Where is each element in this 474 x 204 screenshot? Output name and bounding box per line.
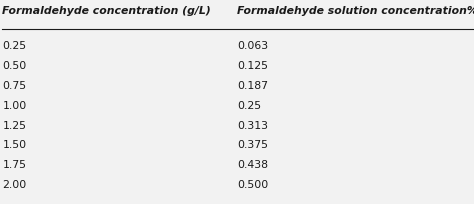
- Text: 0.313: 0.313: [237, 120, 268, 130]
- Text: 2.00: 2.00: [2, 179, 27, 189]
- Text: 1.25: 1.25: [2, 120, 27, 130]
- Text: 0.375: 0.375: [237, 140, 268, 150]
- Text: 0.187: 0.187: [237, 80, 268, 90]
- Text: 0.500: 0.500: [237, 179, 268, 189]
- Text: 1.00: 1.00: [2, 100, 27, 110]
- Text: Formaldehyde solution concentration%: Formaldehyde solution concentration%: [237, 6, 474, 16]
- Text: 0.063: 0.063: [237, 41, 268, 51]
- Text: 1.75: 1.75: [2, 160, 27, 170]
- Text: 0.125: 0.125: [237, 61, 268, 71]
- Text: 0.75: 0.75: [2, 80, 27, 90]
- Text: Formaldehyde concentration (g/L): Formaldehyde concentration (g/L): [2, 6, 211, 16]
- Text: 1.50: 1.50: [2, 140, 27, 150]
- Text: 0.25: 0.25: [237, 100, 261, 110]
- Text: 0.438: 0.438: [237, 160, 268, 170]
- Text: 0.25: 0.25: [2, 41, 27, 51]
- Text: 0.50: 0.50: [2, 61, 27, 71]
